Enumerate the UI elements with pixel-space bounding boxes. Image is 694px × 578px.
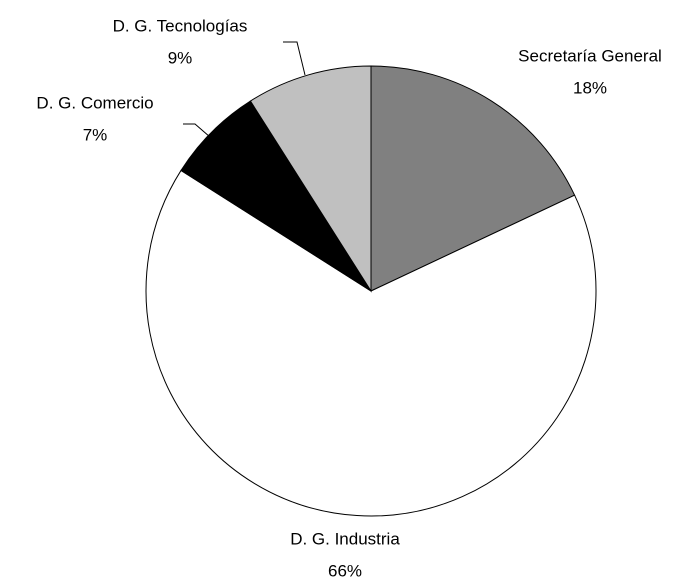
slice-label: D. G. Tecnologías: [113, 16, 248, 35]
pie-slice: [370, 65, 576, 292]
pie-slice: [249, 65, 372, 293]
slice-value-label: 66%: [328, 561, 362, 578]
slice-value-label: 9%: [168, 48, 193, 67]
slice-value-label: 7%: [83, 125, 108, 144]
slice-value-label: 18%: [573, 78, 607, 97]
leader-line: [183, 123, 211, 138]
slice-label: D. G. Industria: [290, 529, 400, 548]
leader-line: [283, 41, 306, 76]
slice-label: Secretaría General: [518, 46, 662, 65]
pie-slice: [145, 169, 597, 517]
slice-label: D. G. Comercio: [36, 93, 153, 112]
